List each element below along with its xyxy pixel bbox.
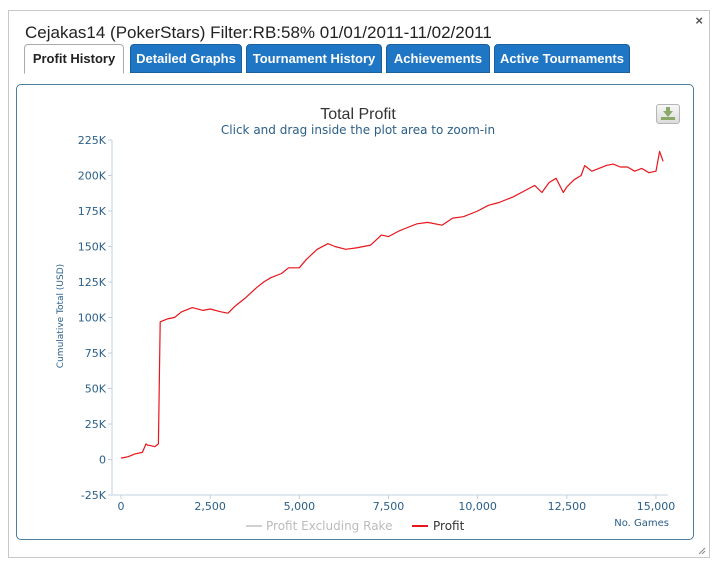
y-tick-label: -25K: [81, 489, 107, 502]
y-tick-label: 75K: [85, 347, 107, 360]
y-tick-label: 150K: [78, 241, 107, 254]
x-tick-label: 2,500: [194, 500, 226, 513]
chart-title: Total Profit: [320, 106, 396, 123]
y-tick-label: 200K: [78, 170, 107, 183]
export-button[interactable]: [656, 104, 680, 124]
y-tick-label: 50K: [85, 383, 107, 396]
chart-legend: Profit Excluding Rake Profit: [246, 519, 465, 533]
window-title: Cejakas14 (PokerStars) Filter:RB:58% 01/…: [25, 23, 492, 42]
y-axis-label: Cumulative Total (USD): [56, 264, 66, 368]
y-tick-label: 175K: [78, 205, 107, 218]
x-tick-label: 10,000: [458, 500, 497, 513]
y-tick-label: 125K: [78, 276, 107, 289]
tab-achievements[interactable]: Achievements: [386, 44, 490, 73]
close-icon[interactable]: ×: [695, 13, 703, 28]
tab-detailed-graphs[interactable]: Detailed Graphs: [130, 44, 242, 73]
x-tick-label: 7,500: [373, 500, 405, 513]
download-icon: [661, 107, 675, 120]
x-tick-label: 12,500: [548, 500, 587, 513]
y-tick-label: 225K: [78, 134, 107, 147]
tab-profit-history[interactable]: Profit History: [24, 44, 124, 74]
y-tick-label: 0: [99, 454, 106, 467]
tab-tournament-history[interactable]: Tournament History: [246, 44, 382, 73]
legend-label-excl-rake[interactable]: Profit Excluding Rake: [266, 519, 392, 533]
profit-dialog: Cejakas14 (PokerStars) Filter:RB:58% 01/…: [8, 10, 710, 558]
chart-panel: [16, 84, 694, 540]
x-tick-label: 0: [118, 500, 125, 513]
resize-grip-icon[interactable]: [698, 547, 706, 555]
x-axis-label: No. Games: [614, 518, 669, 529]
x-tick-label: 5,000: [284, 500, 316, 513]
chart-subtitle: Click and drag inside the plot area to z…: [221, 123, 495, 137]
y-tick-label: 25K: [85, 418, 107, 431]
series-line-profit[interactable]: [120, 150, 664, 459]
legend-label-profit[interactable]: Profit: [433, 519, 465, 533]
x-tick-label: 15,000: [637, 500, 676, 513]
y-tick-label: 100K: [78, 312, 107, 325]
tab-active-tournaments[interactable]: Active Tournaments: [494, 44, 630, 73]
